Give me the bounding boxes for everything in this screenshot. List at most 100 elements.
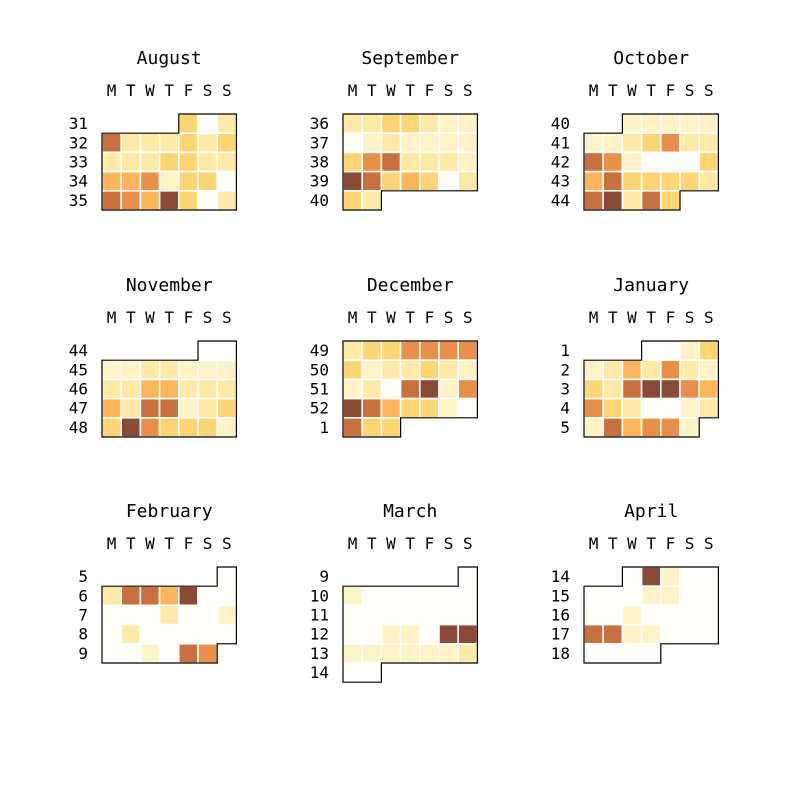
- october-day-cell: [640, 132, 662, 154]
- january-weekday-label: M: [589, 308, 599, 327]
- december-week-label: 49: [310, 341, 329, 360]
- december-weekday-label: W: [386, 308, 396, 327]
- october-day-cell: [659, 190, 681, 211]
- april-day-cell: [640, 623, 662, 645]
- november-week-label: 48: [69, 418, 88, 437]
- october-week-label: 43: [551, 172, 570, 191]
- january-day-cell: [659, 359, 681, 381]
- october-day-cell: [679, 170, 701, 192]
- october-day-cell: [621, 113, 643, 135]
- october-day-cell: [583, 132, 605, 154]
- november-weekday-label: T: [126, 308, 136, 327]
- september-day-cell: [457, 113, 479, 135]
- february-day-cell: [101, 623, 123, 645]
- april-week-label: 15: [551, 586, 570, 605]
- february-day-cell: [216, 604, 238, 626]
- february-day-cell: [197, 623, 219, 645]
- february-weekday-label: S: [222, 534, 232, 553]
- march-day-cell: [457, 604, 479, 626]
- february-day-cell: [120, 604, 142, 626]
- september-day-cell: [418, 132, 440, 154]
- april-day-cell: [698, 566, 720, 588]
- november-week-label: 46: [69, 380, 88, 399]
- march-weekday-label: M: [348, 534, 358, 553]
- march-day-cell: [457, 623, 479, 645]
- march-weekday-label: S: [444, 534, 454, 553]
- december-month-outline: [342, 340, 478, 438]
- september-day-cell: [399, 113, 421, 135]
- january-day-cell: [621, 359, 643, 381]
- november-day-cell: [101, 397, 123, 419]
- september-day-cell: [418, 151, 440, 173]
- september-day-cell: [342, 132, 364, 154]
- march-day-cell: [361, 604, 383, 626]
- november-weekday-label: F: [184, 308, 194, 327]
- october-month-outline: [583, 113, 720, 211]
- april-day-cell: [698, 604, 720, 626]
- february-week-label: 5: [78, 567, 88, 586]
- april-day-cell: [602, 585, 624, 607]
- october-weekday-label: T: [608, 81, 618, 100]
- october-day-cell: [640, 113, 662, 135]
- march-day-cell: [399, 623, 421, 645]
- february-day-cell: [197, 585, 219, 607]
- february-day-cell: [120, 642, 142, 664]
- october-day-cell: [621, 170, 643, 192]
- april-week-label: 17: [551, 625, 570, 644]
- december-day-cell: [380, 378, 402, 400]
- january-day-cell: [640, 359, 662, 381]
- november-day-cell: [120, 416, 142, 438]
- august-day-cell: [101, 190, 123, 211]
- september-week-label: 40: [310, 191, 329, 210]
- october-day-cell: [583, 190, 605, 211]
- march-day-cell: [418, 623, 440, 645]
- april-month-outline: [583, 566, 720, 664]
- april-day-cell: [583, 604, 605, 626]
- august-day-cell: [139, 170, 161, 192]
- march-weekday-label: W: [386, 534, 396, 553]
- march-day-cell: [399, 585, 421, 607]
- march-day-cell: [361, 585, 383, 607]
- august-day-cell: [120, 132, 142, 154]
- december-day-cell: [342, 397, 364, 419]
- january-week-label: 2: [560, 360, 570, 379]
- december-day-cell: [361, 416, 383, 438]
- september-weekday-label: W: [386, 81, 396, 100]
- september-day-cell: [418, 170, 440, 192]
- april-day-cell: [679, 566, 701, 588]
- april-weekday-label: T: [608, 534, 618, 553]
- january-day-cell: [640, 397, 662, 419]
- september-day-cell: [380, 151, 402, 173]
- december-day-cell: [361, 359, 383, 381]
- november-day-cell: [158, 359, 180, 381]
- february-day-cell: [158, 585, 180, 607]
- august-day-cell: [178, 190, 199, 211]
- august-weekday-label: T: [126, 81, 136, 100]
- april-weekday-label: F: [666, 534, 676, 553]
- november-title: November: [126, 275, 213, 296]
- february-day-cell: [197, 604, 219, 626]
- february-day-cell: [178, 604, 199, 626]
- march-day-cell: [380, 642, 402, 664]
- january-day-cell: [602, 378, 624, 400]
- november-week-label: 44: [69, 341, 88, 360]
- october-day-cell: [621, 151, 643, 173]
- march-weekday-label: S: [463, 534, 473, 553]
- november-day-cell: [139, 397, 161, 419]
- september-month-outline: [342, 113, 478, 211]
- december-day-cell: [342, 340, 364, 362]
- august-week-label: 34: [69, 172, 88, 191]
- march-day-cell: [418, 604, 440, 626]
- december-weekday-label: M: [348, 308, 358, 327]
- november-month-outline: [101, 340, 237, 438]
- january-day-cell: [659, 378, 681, 400]
- november-day-cell: [158, 378, 180, 400]
- february-day-cell: [178, 623, 199, 645]
- february-week-label: 6: [78, 586, 88, 605]
- november-day-cell: [216, 416, 238, 438]
- august-day-cell: [178, 170, 199, 192]
- august-day-cell: [158, 170, 180, 192]
- december-day-cell: [399, 378, 421, 400]
- september-weekday-label: T: [405, 81, 415, 100]
